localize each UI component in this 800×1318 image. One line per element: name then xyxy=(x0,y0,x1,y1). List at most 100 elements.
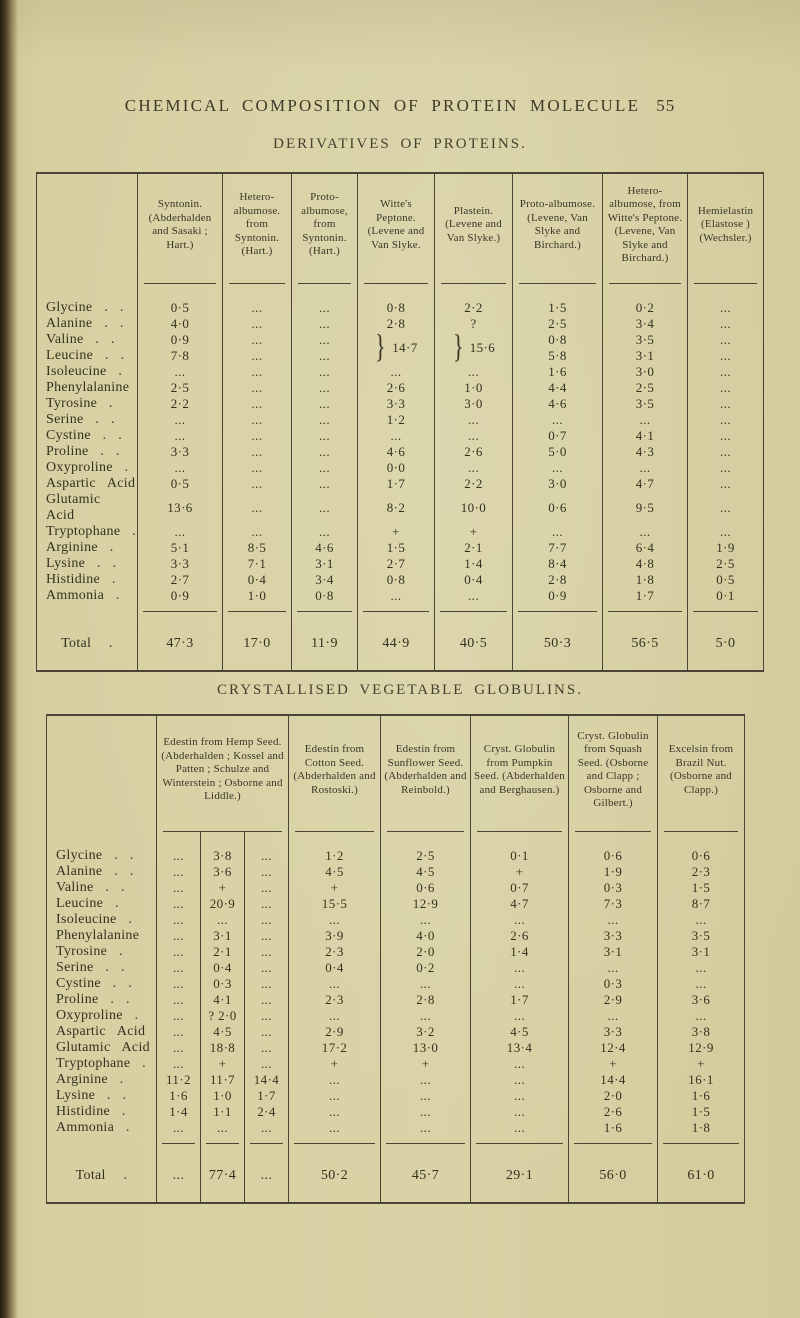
column-header: Excelsin from Brazil Nut. (Osborne and C… xyxy=(657,715,745,832)
value-cell: ... xyxy=(243,864,289,880)
value-cell: ... xyxy=(687,348,764,364)
total-row: Total .... 77·4... 50·2 45·7 29·1 56·0 61·0 xyxy=(47,1150,745,1203)
value-cell: 2·3 xyxy=(288,992,381,1008)
value-cell: ... xyxy=(222,300,292,316)
pre-total-rule-row xyxy=(37,604,764,618)
value-cell: 8·4 xyxy=(512,556,603,572)
value-cell: 1·8 xyxy=(657,1120,745,1136)
value-cell: ... xyxy=(222,460,292,476)
value-cell: 3·1 xyxy=(291,556,358,572)
total-value-cell: 56·0 xyxy=(568,1150,658,1203)
value-cell: ... xyxy=(156,1024,201,1040)
value-cell: ... xyxy=(657,960,745,976)
value-cell: 8·5 xyxy=(222,540,292,556)
row-label: Serine . . xyxy=(56,960,125,975)
table-row: Proline . . 3·3...... 4·6 2·6 5·0 4·3... xyxy=(37,444,764,460)
spacer-cell xyxy=(200,832,245,848)
value-cell: ... xyxy=(291,300,358,316)
total-separator-rule xyxy=(518,611,597,612)
value-cell: 1·4 xyxy=(470,944,569,960)
table-row: Aspartic Acid 0·5...... 1·7 2·2 3·0 4·7... xyxy=(37,476,764,492)
value-cell: 4·6 xyxy=(291,540,358,556)
value-cell: 5·0 xyxy=(512,444,603,460)
total-rule-cell xyxy=(657,1136,745,1150)
value-cell: 1·6 xyxy=(156,1088,201,1104)
value-cell: ... xyxy=(687,492,764,524)
value-cell: 1·6 xyxy=(512,364,603,380)
value-cell: 5·1 xyxy=(137,540,223,556)
value-cell: ... xyxy=(156,1040,201,1056)
value-cell: 0·2 xyxy=(380,960,471,976)
value-cell: ... xyxy=(512,460,603,476)
value-cell: 3·6 xyxy=(657,992,745,1008)
value-cell: ... xyxy=(156,912,201,928)
value-cell: 0·4 xyxy=(222,572,292,588)
value-cell: ... xyxy=(687,380,764,396)
table-row: Glycine . . 0·5...... 0·8 2·2 1·5 0·2... xyxy=(37,300,764,316)
header-underline-rule xyxy=(441,283,506,284)
header-underline-rule xyxy=(575,831,652,832)
value-cell: ... xyxy=(380,1008,471,1024)
value-cell: ... xyxy=(288,1088,381,1104)
value-cell: 0·6 xyxy=(380,880,471,896)
value-cell: 1·4 xyxy=(434,556,513,572)
column-header: Proto-albumose. (Levene, Van Slyke and B… xyxy=(512,173,603,284)
spacer-cell xyxy=(434,284,513,300)
total-value-cell: 45·7 xyxy=(380,1150,471,1203)
value-cell: ... xyxy=(470,1072,569,1088)
total-rule-cell xyxy=(288,1136,381,1150)
value-cell: ... xyxy=(222,316,292,332)
value-cell: 3·3 xyxy=(137,556,223,572)
value-cell: ... xyxy=(291,348,358,364)
row-label: Isoleucine . xyxy=(46,364,123,379)
value-cell: ... xyxy=(288,1104,381,1120)
value-cell: ... xyxy=(687,460,764,476)
total-rule-cell xyxy=(222,604,292,618)
value-cell: 2·6 xyxy=(434,444,513,460)
value-cell: ... xyxy=(222,524,292,540)
value-cell: ... xyxy=(243,928,289,944)
total-separator-rule xyxy=(574,1143,653,1144)
row-label: Ammonia . xyxy=(46,588,120,603)
total-separator-rule xyxy=(440,611,507,612)
page-title: CHEMICAL COMPOSITION OF PROTEIN MOLECULE xyxy=(124,96,641,115)
value-cell: ... xyxy=(243,1056,289,1072)
value-cell: 0·9 xyxy=(137,588,223,604)
value-cell: ... xyxy=(380,1072,471,1088)
column-header: Hetero-albumose, from Witte's Peptone. (… xyxy=(602,173,688,284)
table-row: Leucine .... 20·9... 15·5 12·9 4·7 7·3 8·7 xyxy=(47,896,745,912)
spacer-cell xyxy=(687,284,764,300)
value-cell: 7·7 xyxy=(512,540,603,556)
table-row: Valine . . 0·9......} 14·7} 15·6 0·8 3·5... xyxy=(37,332,764,364)
value-cell: 2·0 xyxy=(568,1088,658,1104)
combined-value-cell: } 14·7 xyxy=(357,332,435,364)
value-cell: 1·0 xyxy=(222,588,292,604)
value-cell: 0·3 xyxy=(200,976,245,992)
spacer-cell xyxy=(137,284,223,300)
spacer-cell xyxy=(291,284,358,300)
value-cell: ... xyxy=(288,1120,381,1136)
total-separator-rule xyxy=(608,611,682,612)
value-cell: 0·2 xyxy=(602,300,688,316)
value-cell: 4·8 xyxy=(602,556,688,572)
total-value-cell: 29·1 xyxy=(470,1150,569,1203)
spacer-cell xyxy=(380,832,471,848)
value-cell: 2·8 xyxy=(357,316,435,332)
value-cell: ... xyxy=(156,976,201,992)
table-row: Isoleucine ......................... xyxy=(47,912,745,928)
table-row: Tyrosine . 2·2...... 3·3 3·0 4·6 3·5... xyxy=(37,396,764,412)
header-underline-rule xyxy=(477,831,563,832)
value-cell: ... xyxy=(687,476,764,492)
value-cell: ... xyxy=(434,428,513,444)
value-cell: 2·5 xyxy=(137,380,223,396)
value-cell: ... xyxy=(291,524,358,540)
value-cell: 15·5 xyxy=(288,896,381,912)
value-cell: 4·5 xyxy=(380,864,471,880)
value-cell: 3·0 xyxy=(602,364,688,380)
value-cell: 18·8 xyxy=(200,1040,245,1056)
table-row: Isoleucine ................ 1·6 3·0... xyxy=(37,364,764,380)
total-separator-rule xyxy=(693,611,758,612)
value-cell: 2·8 xyxy=(380,992,471,1008)
value-cell: 4·7 xyxy=(470,896,569,912)
value-cell: 1·8 xyxy=(602,572,688,588)
